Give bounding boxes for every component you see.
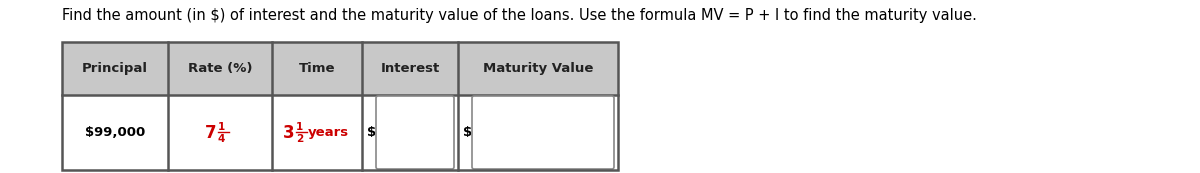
Text: 1: 1 [296, 121, 304, 131]
Text: 2: 2 [296, 134, 304, 144]
FancyBboxPatch shape [472, 96, 614, 169]
Text: $: $ [463, 126, 472, 139]
Text: 4: 4 [218, 134, 226, 144]
Text: years: years [308, 126, 349, 139]
Text: $99,000: $99,000 [85, 126, 145, 139]
FancyBboxPatch shape [376, 96, 454, 169]
Text: Rate (%): Rate (%) [187, 62, 252, 75]
Text: 3: 3 [282, 124, 294, 142]
Text: Time: Time [299, 62, 335, 75]
Text: $: $ [367, 126, 376, 139]
Text: Principal: Principal [82, 62, 148, 75]
Bar [62, 42, 618, 95]
Text: 7: 7 [204, 124, 216, 142]
Text: Find the amount (in $) of interest and the maturity value of the loans. Use the : Find the amount (in $) of interest and t… [62, 8, 977, 23]
Text: 1: 1 [218, 121, 226, 131]
Text: Interest: Interest [380, 62, 439, 75]
Text: Maturity Value: Maturity Value [482, 62, 593, 75]
Bar [62, 42, 618, 170]
